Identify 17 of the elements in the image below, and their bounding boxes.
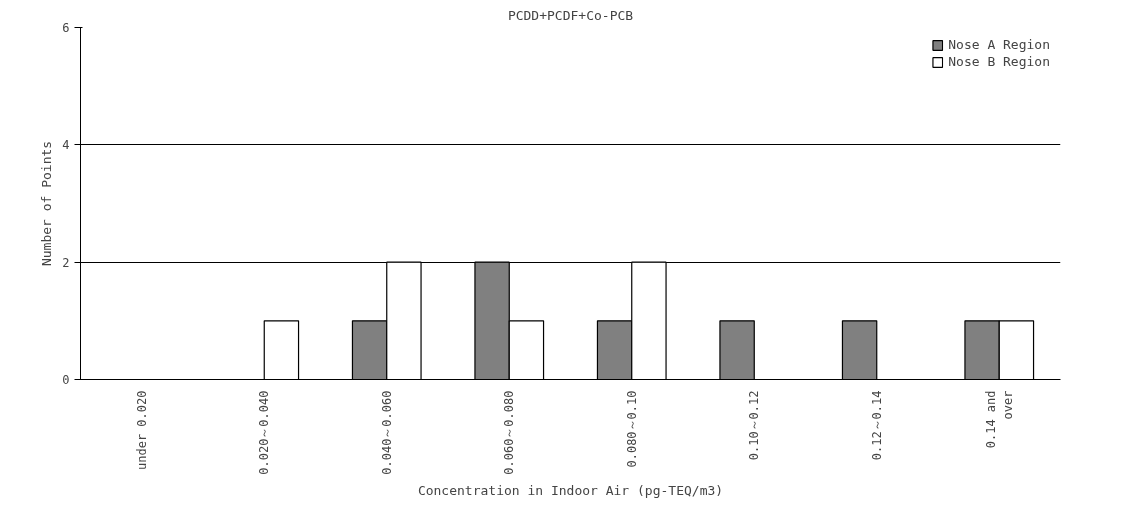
x-tick-label: 0.080～0.10	[624, 390, 639, 468]
x-tick-label: 0.14 and over	[983, 390, 1015, 449]
x-tick-label: 0.10～0.12	[747, 390, 762, 461]
y-tick-label: 0	[62, 373, 70, 387]
y-tick-label: 4	[62, 138, 70, 153]
x-tick-label: 0.020～0.040	[257, 390, 272, 475]
legend-label: Nose A Region	[948, 37, 1050, 52]
x-axis-title: Concentration in Indoor Air (pg-TEQ/m3)	[417, 482, 724, 498]
x-tick-label: 0.040～0.060	[379, 390, 394, 475]
y-tick-label: 6	[62, 21, 70, 35]
x-tick-label: 0.060～0.080	[502, 390, 517, 475]
x-tick-label: under 0.020	[134, 390, 149, 470]
x-tick-label: 0.12～0.14	[869, 390, 884, 461]
y-axis-title: Number of Points	[39, 140, 55, 267]
legend-label: Nose B Region	[948, 54, 1050, 69]
chart-title: PCDD+PCDF+Co-PCB	[507, 7, 634, 23]
y-tick-label: 2	[62, 255, 70, 270]
